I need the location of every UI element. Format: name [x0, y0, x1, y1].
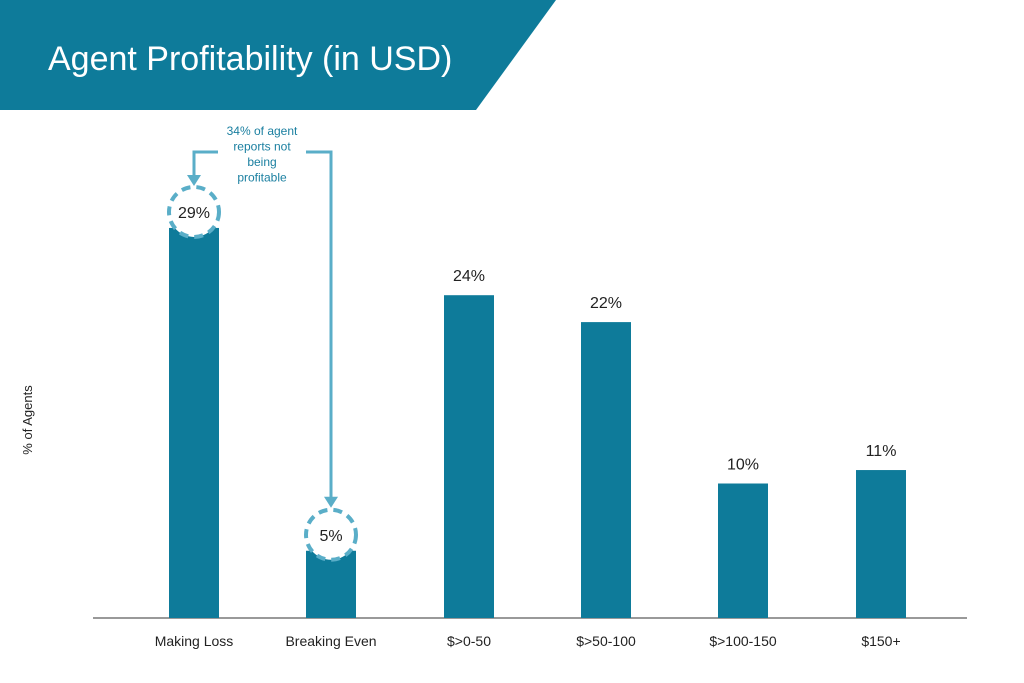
annotation-connector-right — [306, 150, 333, 504]
x-tick-label: Making Loss — [155, 633, 234, 649]
arrowhead — [324, 496, 338, 508]
annotation-text-line: 34% of agent — [227, 124, 298, 138]
x-tick-label: $>100-150 — [709, 633, 777, 649]
data-label: 10% — [727, 457, 759, 474]
chart-title: Agent Profitability (in USD) — [48, 40, 452, 78]
annotation-text-line: reports not — [233, 140, 291, 154]
title-banner — [0, 0, 556, 110]
callout-circle — [304, 507, 358, 562]
arrowhead — [187, 174, 201, 186]
data-label: 29% — [178, 205, 210, 222]
bar — [306, 550, 356, 618]
y-axis-label: % of Agents — [20, 385, 35, 455]
annotation-text-line: profitable — [237, 171, 287, 185]
callout-circle — [167, 184, 221, 239]
annotation-connector-left — [192, 150, 218, 183]
x-tick-label: $>50-100 — [576, 633, 636, 649]
x-tick-label: $>0-50 — [447, 633, 491, 649]
x-tick-label: $150+ — [861, 633, 900, 649]
data-label: 5% — [319, 528, 342, 545]
bar — [581, 322, 631, 618]
bar — [169, 227, 219, 618]
bar — [856, 470, 906, 618]
data-label: 11% — [866, 443, 897, 460]
data-label: 22% — [590, 295, 622, 312]
bar — [718, 483, 768, 618]
annotation-text-line: being — [247, 155, 276, 169]
bar — [444, 295, 494, 618]
data-label: 24% — [453, 268, 485, 285]
x-tick-label: Breaking Even — [285, 633, 376, 649]
